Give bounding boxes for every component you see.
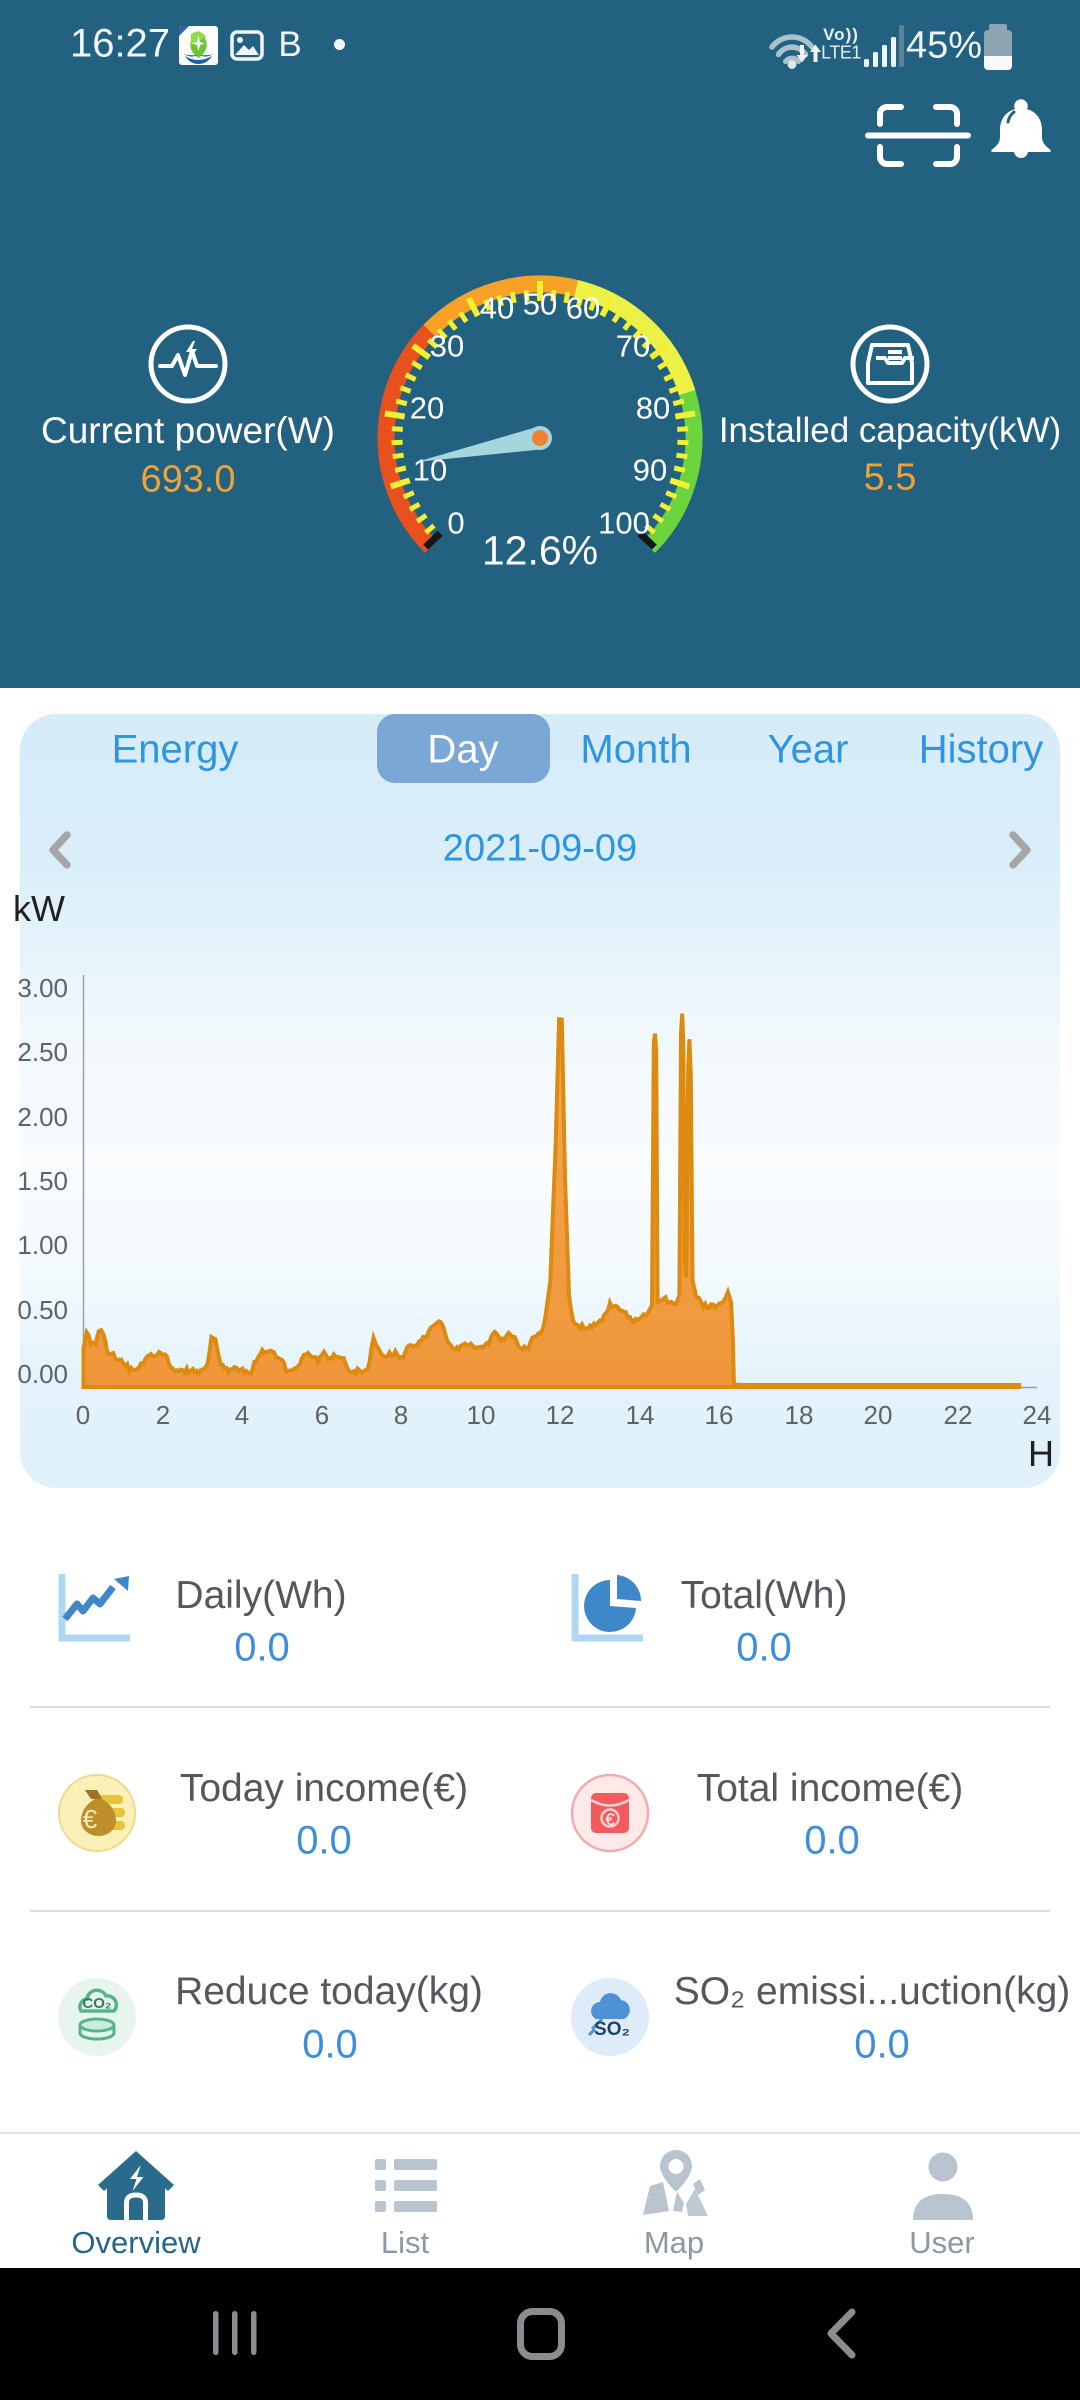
svg-text:2.50: 2.50 xyxy=(17,1037,68,1067)
svg-text:3.00: 3.00 xyxy=(17,973,68,1003)
svg-text:22: 22 xyxy=(944,1400,973,1430)
svg-text:CO₂: CO₂ xyxy=(82,1995,111,2012)
svg-text:8: 8 xyxy=(394,1400,408,1430)
svg-text:€: € xyxy=(83,1804,98,1834)
svg-text:2.00: 2.00 xyxy=(17,1102,68,1132)
svg-text:40: 40 xyxy=(480,291,514,326)
svg-text:20: 20 xyxy=(410,391,444,426)
svg-text:14: 14 xyxy=(626,1400,655,1430)
svg-text:10: 10 xyxy=(467,1400,496,1430)
svg-text:50: 50 xyxy=(523,287,557,322)
svg-text:SO₂: SO₂ xyxy=(594,2019,630,2040)
svg-text:12: 12 xyxy=(546,1400,575,1430)
svg-text:100: 100 xyxy=(598,506,650,541)
svg-text:0.00: 0.00 xyxy=(17,1359,68,1389)
svg-text:90: 90 xyxy=(633,453,667,488)
svg-text:18: 18 xyxy=(785,1400,814,1430)
svg-text:80: 80 xyxy=(636,391,670,426)
svg-text:€: € xyxy=(605,1810,615,1829)
svg-text:H: H xyxy=(1028,1433,1054,1474)
svg-text:0.50: 0.50 xyxy=(17,1295,68,1325)
svg-text:4: 4 xyxy=(235,1400,249,1430)
svg-text:60: 60 xyxy=(566,291,600,326)
svg-text:0: 0 xyxy=(76,1400,90,1430)
svg-text:6: 6 xyxy=(315,1400,329,1430)
svg-text:2: 2 xyxy=(156,1400,170,1430)
svg-text:24: 24 xyxy=(1023,1400,1052,1430)
svg-text:30: 30 xyxy=(430,329,464,364)
svg-text:0: 0 xyxy=(447,506,464,541)
svg-text:20: 20 xyxy=(864,1400,893,1430)
svg-text:1.50: 1.50 xyxy=(17,1166,68,1196)
svg-text:1.00: 1.00 xyxy=(17,1230,68,1260)
svg-text:70: 70 xyxy=(616,329,650,364)
svg-text:16: 16 xyxy=(705,1400,734,1430)
